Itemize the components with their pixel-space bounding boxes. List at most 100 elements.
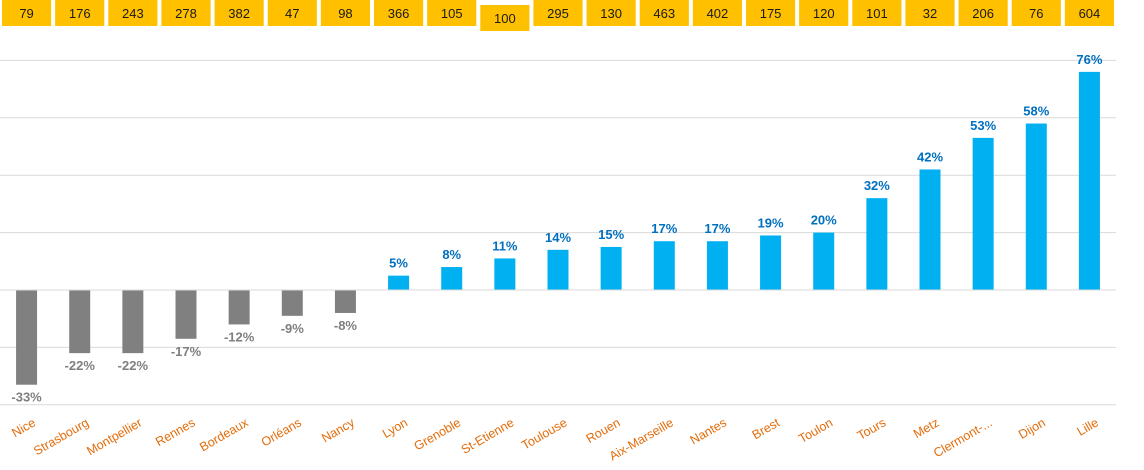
- data-label: 17%: [704, 221, 730, 236]
- data-label: 14%: [545, 230, 571, 245]
- category-label: Clermont-...: [931, 415, 995, 460]
- top-value-label: 32: [923, 6, 937, 21]
- category-label: Rennes: [153, 415, 197, 449]
- top-value-box: [799, 0, 849, 26]
- category-label: Toulon: [796, 415, 835, 446]
- category-label: Montpellier: [84, 415, 144, 458]
- category-label: Nice: [9, 415, 38, 440]
- bar: [1078, 71, 1100, 290]
- data-label: -8%: [334, 318, 358, 333]
- bar: [653, 241, 675, 290]
- category-label: Rouen: [584, 415, 623, 446]
- top-value-box: [1064, 0, 1114, 26]
- data-label: 32%: [864, 178, 890, 193]
- category-label: Nantes: [688, 415, 729, 447]
- bar: [494, 258, 516, 290]
- category-label: Dijon: [1016, 415, 1048, 441]
- top-value-label: 105: [441, 6, 463, 21]
- category-label: Grenoble: [412, 415, 464, 453]
- category-label: Lille: [1075, 415, 1101, 438]
- top-value-box: [267, 0, 317, 26]
- gridlines: [0, 59, 1116, 406]
- data-label: -22%: [118, 358, 149, 373]
- bar: [706, 241, 728, 290]
- top-value-box: [692, 0, 742, 26]
- data-label: -12%: [224, 329, 255, 344]
- data-label: 5%: [389, 256, 408, 271]
- top-value-label: 76: [1029, 6, 1043, 21]
- value-labels: -33% -22% -22% -17% -12% -9% -8% 5% 8% 11% 14% 15% 1…: [11, 52, 1102, 405]
- top-value-label: 382: [228, 6, 250, 21]
- data-label: -17%: [171, 344, 202, 359]
- top-value-box: [55, 0, 105, 26]
- top-value-label: 402: [707, 6, 729, 21]
- top-value-box: [639, 0, 689, 26]
- category-label: Brest: [750, 415, 783, 442]
- data-label: 20%: [811, 213, 837, 228]
- bar: [600, 246, 622, 290]
- bar: [972, 137, 994, 290]
- top-value-label: 604: [1079, 6, 1101, 21]
- top-value-box: [958, 0, 1008, 26]
- top-value-box: [320, 0, 370, 26]
- top-value-label: 100: [494, 11, 516, 26]
- top-value-box: [2, 0, 52, 26]
- top-value-label: 98: [338, 6, 352, 21]
- data-label: 58%: [1023, 104, 1049, 119]
- data-label: 15%: [598, 227, 624, 242]
- top-value-label: 176: [69, 6, 91, 21]
- data-label: -33%: [11, 390, 42, 405]
- data-label: 42%: [917, 149, 943, 164]
- top-value-box: [746, 0, 796, 26]
- data-label: 19%: [758, 215, 784, 230]
- top-value-box: [161, 0, 211, 26]
- data-label: 8%: [442, 247, 461, 262]
- bar: [334, 290, 356, 313]
- top-value-box: [427, 0, 477, 26]
- top-value-label: 101: [866, 6, 888, 21]
- top-value-row: 79 176 243 278 382 47 98 366 105 100 295 130 463 402 1…: [2, 0, 1114, 31]
- bar: [388, 275, 410, 290]
- bar: [175, 290, 197, 339]
- top-value-label: 79: [19, 6, 33, 21]
- top-value-label: 175: [760, 6, 782, 21]
- top-value-box: [480, 5, 530, 31]
- category-label: Bordeaux: [197, 415, 251, 454]
- top-value-box: [1011, 0, 1061, 26]
- bar: [69, 290, 91, 354]
- bar: [813, 232, 835, 290]
- top-value-box: [374, 0, 424, 26]
- bar: [1025, 123, 1047, 290]
- top-value-label: 243: [122, 6, 144, 21]
- bar: [760, 235, 782, 290]
- top-value-label: 295: [547, 6, 569, 21]
- bars: [16, 71, 1100, 385]
- top-value-label: 206: [972, 6, 994, 21]
- bar: [281, 290, 303, 316]
- top-value-label: 47: [285, 6, 299, 21]
- category-label: Tours: [855, 415, 888, 442]
- data-label: 17%: [651, 221, 677, 236]
- bar: [228, 290, 250, 325]
- category-label: Metz: [911, 415, 941, 441]
- bar: [16, 290, 38, 385]
- top-value-label: 120: [813, 6, 835, 21]
- top-value-label: 463: [653, 6, 675, 21]
- category-label: Nancy: [319, 415, 357, 445]
- top-value-box: [214, 0, 264, 26]
- category-label: Orléans: [259, 415, 304, 449]
- data-label: 76%: [1076, 52, 1102, 67]
- top-value-label: 278: [175, 6, 197, 21]
- category-label: Strasbourg: [31, 415, 91, 458]
- data-label: -9%: [281, 321, 305, 336]
- top-value-box: [852, 0, 902, 26]
- bar: [122, 290, 144, 354]
- category-label: Lyon: [380, 415, 410, 440]
- data-label: 53%: [970, 118, 996, 133]
- category-label: Toulouse: [519, 415, 569, 452]
- bar: [547, 249, 569, 290]
- top-value-box: [533, 0, 583, 26]
- top-value-label: 366: [388, 6, 410, 21]
